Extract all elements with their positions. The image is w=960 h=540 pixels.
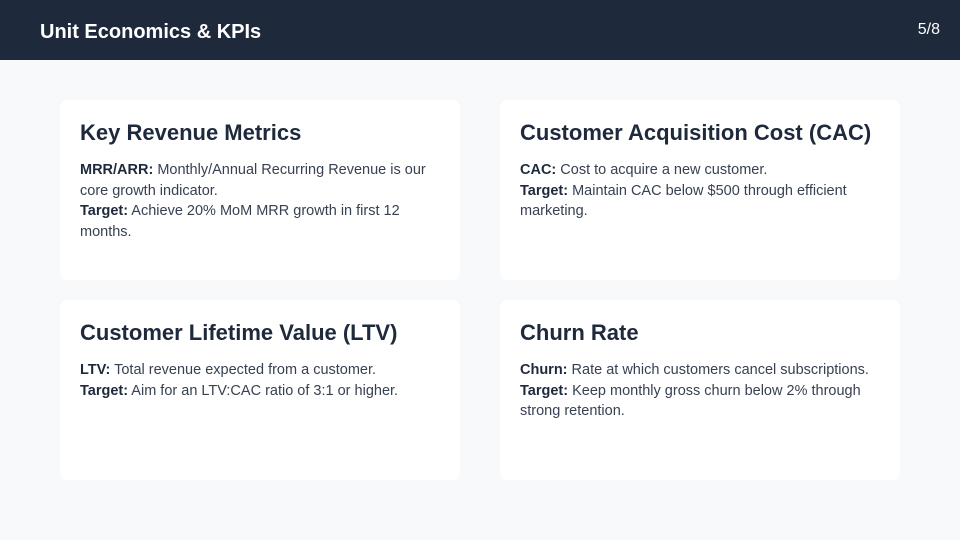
line-text: Keep monthly gross churn below 2% throug… — [520, 382, 861, 420]
card-line-target: Target: Achieve 20% MoM MRR growth in fi… — [80, 201, 440, 242]
card-title: Key Revenue Metrics — [80, 120, 302, 145]
card-customer-acquisition-cost: Customer Acquisition Cost (CAC) CAC: Cos… — [500, 100, 900, 280]
line-label: Target: — [80, 203, 129, 219]
card-key-revenue-metrics: Key Revenue Metrics MRR/ARR: Monthly/Ann… — [60, 100, 460, 280]
slide-title: Unit Economics & KPIs — [40, 21, 262, 43]
line-label: MRR/ARR: — [80, 162, 154, 178]
line-text: Aim for an LTV:CAC ratio of 3:1 or highe… — [128, 382, 399, 399]
card-line-ltv: LTV: Total revenue expected from a custo… — [80, 360, 440, 381]
card-title: Customer Lifetime Value (LTV) — [80, 320, 398, 345]
line-text: Cost to acquire a new customer. — [556, 162, 768, 178]
card-customer-lifetime-value: Customer Lifetime Value (LTV) LTV: Total… — [60, 300, 460, 480]
line-text: Monthly/Annual Recurring Revenue is our … — [80, 162, 426, 199]
line-text: Achieve 20% MoM MRR growth in first 12 m… — [80, 203, 400, 240]
card-line-target: Target: Maintain CAC below $500 through … — [520, 181, 880, 222]
line-text: Total revenue expected from a customer. — [110, 362, 377, 378]
slide-header: Unit Economics & KPIs 5/8 — [0, 0, 960, 60]
card-line-cac: CAC: Cost to acquire a new customer. — [520, 160, 880, 181]
card-line-mrr: MRR/ARR: Monthly/Annual Recurring Revenu… — [80, 160, 440, 201]
line-label: LTV: — [80, 362, 111, 378]
card-title: Customer Acquisition Cost (CAC) — [520, 120, 872, 145]
card-line-target: Target: Keep monthly gross churn below 2… — [520, 381, 880, 422]
line-label: Target: — [520, 182, 569, 199]
line-text: Maintain CAC below $500 through efficien… — [520, 182, 847, 220]
line-label: CAC: — [520, 162, 557, 178]
card-churn-rate: Churn Rate Churn: Rate at which customer… — [500, 300, 900, 480]
line-label: Churn: — [520, 362, 568, 378]
card-line-target: Target: Aim for an LTV:CAC ratio of 3:1 … — [80, 381, 440, 402]
card-line-churn: Churn: Rate at which customers cancel su… — [520, 360, 880, 381]
line-label: Target: — [80, 382, 129, 399]
line-label: Target: — [520, 382, 569, 399]
card-title: Churn Rate — [520, 320, 639, 345]
page-indicator: 5/8 — [917, 21, 940, 38]
line-text: Rate at which customers cancel subscript… — [567, 362, 869, 378]
